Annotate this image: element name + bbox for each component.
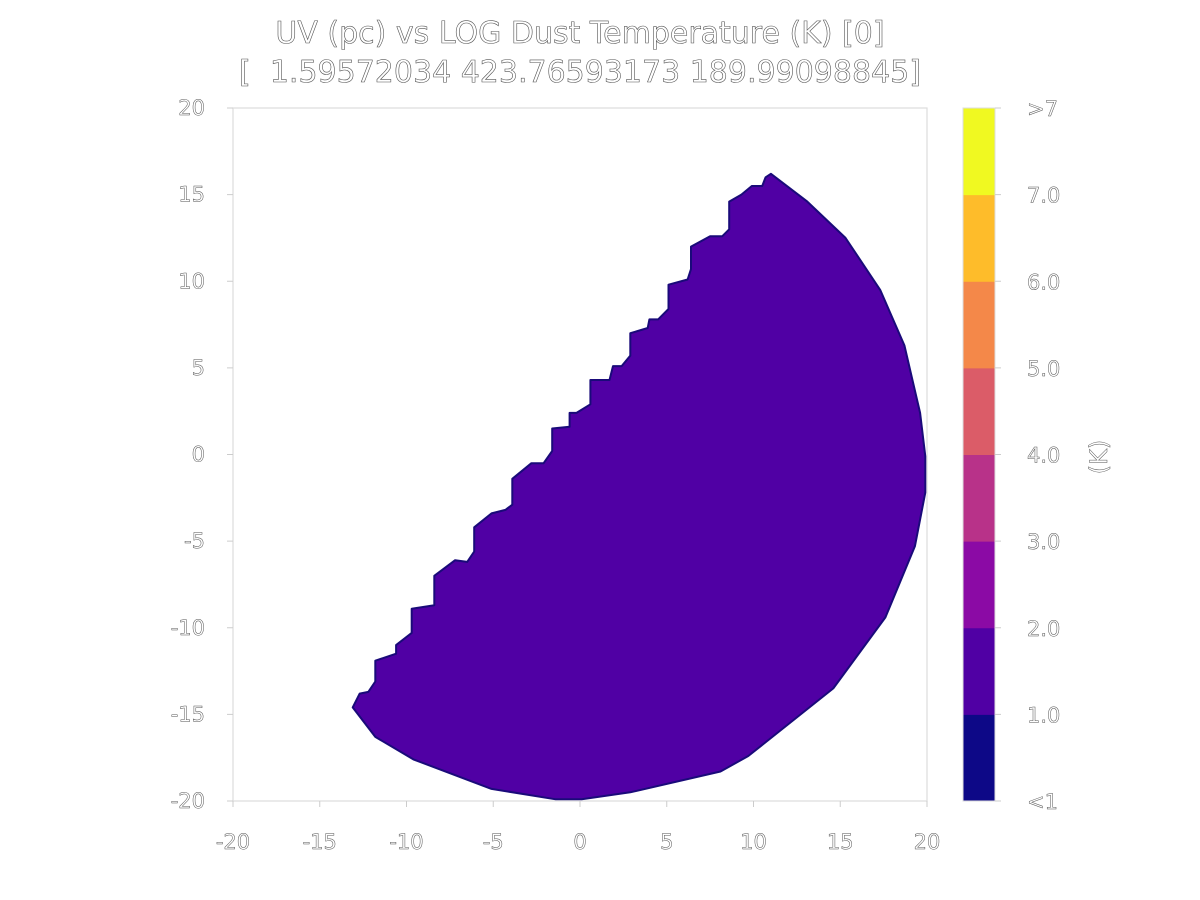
colorbar-tick-label: 5.0 [1027, 357, 1060, 381]
x-axis: -20 -15 -10 -5 0 5 10 15 20 [216, 801, 941, 854]
colorbar-tick-label: <1 [1027, 790, 1058, 814]
y-tick-label: 5 [192, 356, 205, 380]
y-tick-label: -10 [171, 616, 205, 640]
y-tick-label: 15 [178, 183, 205, 207]
colorbar-bin [963, 541, 995, 629]
x-tick-label: 20 [914, 830, 941, 854]
temperature-region [351, 172, 927, 801]
colorbar-bin [963, 194, 995, 282]
y-tick-label: 10 [178, 269, 205, 293]
colorbar-bin [963, 281, 995, 369]
x-tick-label: -15 [303, 830, 337, 854]
y-axis: -20 -15 -10 -5 0 5 10 15 20 [170, 96, 233, 813]
x-tick-label: -5 [483, 830, 504, 854]
colorbar-tick-label: 2.0 [1027, 617, 1060, 641]
colorbar-bin [963, 108, 995, 196]
x-tick-label: 5 [660, 830, 673, 854]
x-tick-label: 15 [827, 830, 854, 854]
x-tick-label: 10 [740, 830, 767, 854]
x-tick-label: -20 [216, 830, 250, 854]
y-tick-label: -20 [171, 789, 205, 813]
colorbar-bin [963, 454, 995, 542]
y-tick-label: 20 [178, 96, 205, 120]
colorbar-bin [963, 714, 995, 802]
x-tick-label: -10 [389, 830, 423, 854]
colorbar-tick-label: 6.0 [1027, 270, 1060, 294]
colorbar-label: (K) [1085, 440, 1113, 474]
y-tick-label: -15 [171, 702, 205, 726]
plot-area [232, 107, 928, 802]
colorbar-tick-label: 1.0 [1027, 703, 1060, 727]
chart-title-line1: UV (pc) vs LOG Dust Temperature (K) [0] [275, 16, 884, 51]
x-tick-label: 0 [573, 830, 586, 854]
colorbar-tick-label: 3.0 [1027, 530, 1060, 554]
colorbar-tick-label: 7.0 [1027, 184, 1060, 208]
y-tick-label: 0 [192, 443, 205, 467]
y-tick-label: -5 [184, 529, 205, 553]
chart-title-line2: [ 1.59572034 423.76593173 189.99098845] [239, 55, 921, 90]
colorbar: <1 1.0 2.0 3.0 4.0 5.0 6.0 7.0 >7 [962, 97, 1061, 814]
colorbar-bin [963, 367, 995, 456]
colorbar-bin [963, 627, 995, 715]
colorbar-tick-label: >7 [1027, 97, 1058, 121]
colorbar-tick-label: 4.0 [1027, 444, 1060, 468]
